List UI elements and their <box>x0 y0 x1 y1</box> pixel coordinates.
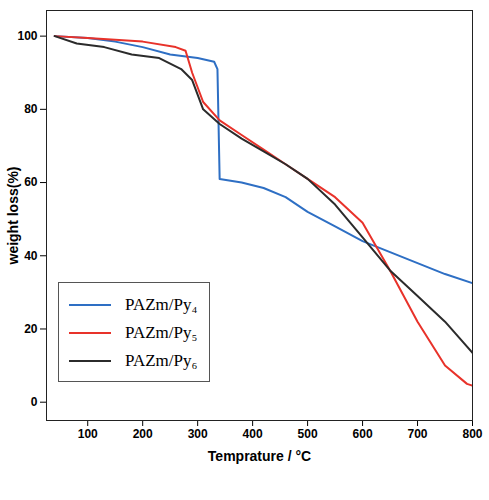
html-text:PAZm/Py₆: PAZm/Py₆ <box>125 351 198 370</box>
svg-text:weight loss(%): weight loss(%) <box>5 166 21 265</box>
svg-text:Temprature / °C: Temprature / °C <box>208 448 311 464</box>
svg-text:100: 100 <box>78 427 98 441</box>
svg-text:20: 20 <box>24 322 38 336</box>
svg-text:400: 400 <box>243 427 263 441</box>
svg-text:800: 800 <box>462 427 482 441</box>
svg-text:200: 200 <box>133 427 153 441</box>
svg-text:700: 700 <box>408 427 428 441</box>
svg-text:80: 80 <box>24 102 38 116</box>
svg-text:0: 0 <box>31 395 38 409</box>
svg-text:600: 600 <box>353 427 373 441</box>
svg-text:40: 40 <box>24 249 38 263</box>
svg-text:60: 60 <box>24 175 38 189</box>
html-text:PAZm/Py₅: PAZm/Py₅ <box>125 323 198 342</box>
svg-text:100: 100 <box>17 29 37 43</box>
svg-text:300: 300 <box>188 427 208 441</box>
html-text:PAZm/Py₄: PAZm/Py₄ <box>125 295 198 314</box>
svg-text:500: 500 <box>298 427 318 441</box>
